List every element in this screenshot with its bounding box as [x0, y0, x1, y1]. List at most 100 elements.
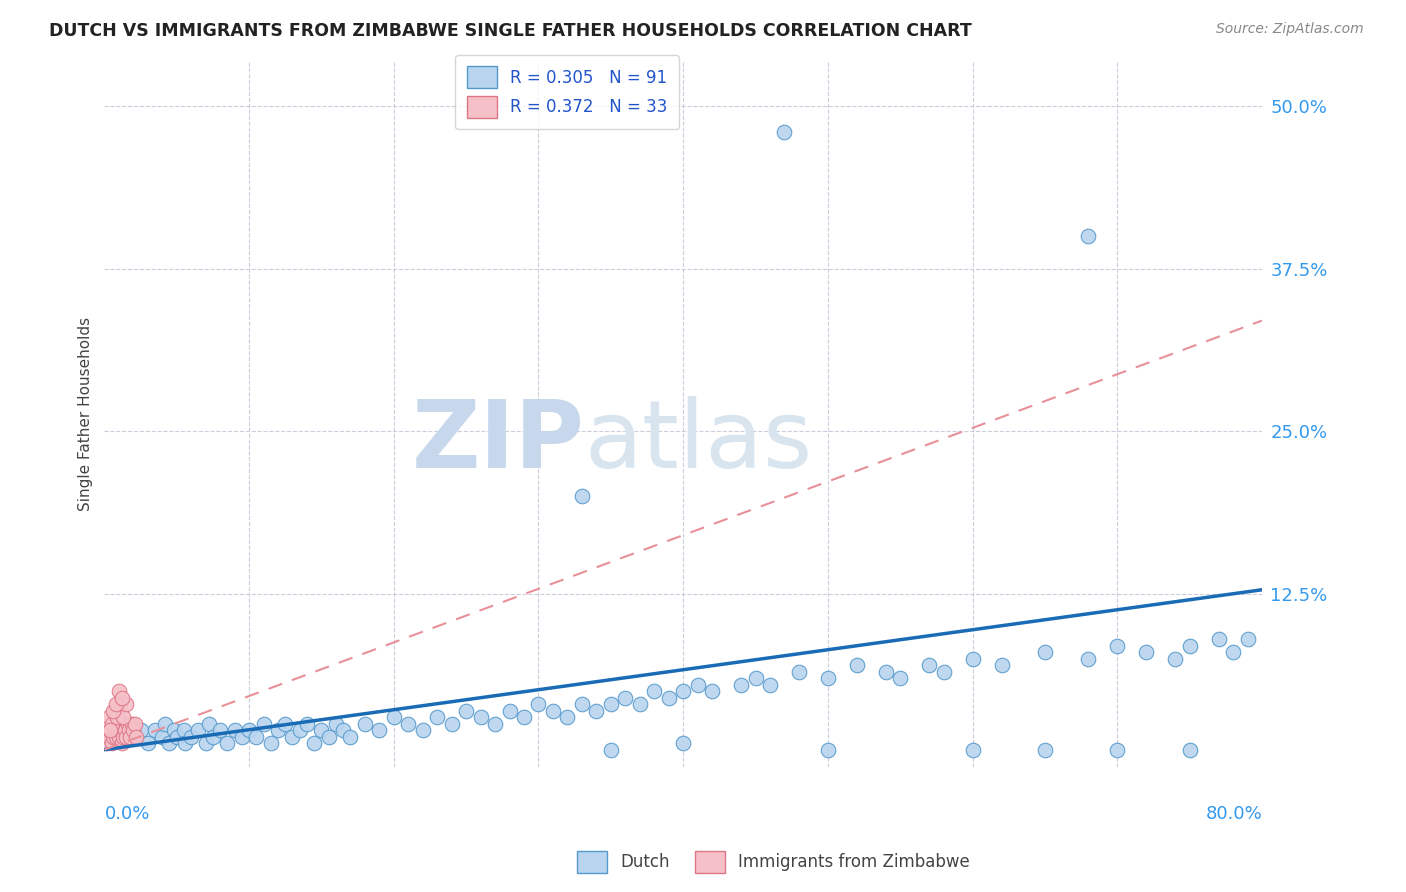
- Point: [224, 723, 246, 738]
- Legend: R = 0.305   N = 91, R = 0.372   N = 33: R = 0.305 N = 91, R = 0.372 N = 33: [456, 54, 679, 129]
- Point: [153, 716, 176, 731]
- Point: [440, 716, 463, 731]
- Point: [238, 723, 260, 738]
- Point: [209, 723, 232, 738]
- Text: atlas: atlas: [585, 396, 813, 488]
- Point: [599, 742, 621, 756]
- Point: [281, 730, 304, 744]
- Point: [163, 723, 186, 738]
- Point: [686, 678, 709, 692]
- Text: DUTCH VS IMMIGRANTS FROM ZIMBABWE SINGLE FATHER HOUSEHOLDS CORRELATION CHART: DUTCH VS IMMIGRANTS FROM ZIMBABWE SINGLE…: [49, 22, 972, 40]
- Point: [245, 730, 267, 744]
- Point: [120, 730, 142, 744]
- Point: [295, 716, 318, 731]
- Point: [267, 723, 290, 738]
- Point: [426, 710, 449, 724]
- Point: [498, 704, 520, 718]
- Point: [112, 730, 135, 744]
- Point: [875, 665, 897, 679]
- Point: [104, 730, 127, 744]
- Point: [368, 723, 391, 738]
- Point: [571, 697, 593, 711]
- Point: [111, 736, 134, 750]
- Point: [274, 716, 297, 731]
- Point: [643, 684, 665, 698]
- Point: [1107, 742, 1129, 756]
- Point: [1077, 229, 1099, 244]
- Point: [773, 125, 796, 139]
- Point: [125, 730, 148, 744]
- Point: [103, 704, 125, 718]
- Point: [166, 730, 188, 744]
- Point: [117, 716, 139, 731]
- Point: [845, 658, 868, 673]
- Point: [104, 697, 127, 711]
- Point: [396, 716, 419, 731]
- Point: [121, 716, 143, 731]
- Point: [787, 665, 810, 679]
- Point: [1178, 742, 1201, 756]
- Point: [101, 704, 124, 718]
- Point: [962, 742, 984, 756]
- Text: Source: ZipAtlas.com: Source: ZipAtlas.com: [1216, 22, 1364, 37]
- Point: [110, 697, 132, 711]
- Point: [108, 684, 131, 698]
- Point: [311, 723, 333, 738]
- Point: [197, 716, 219, 731]
- Point: [136, 736, 159, 750]
- Point: [962, 651, 984, 665]
- Point: [110, 723, 132, 738]
- Point: [98, 723, 121, 738]
- Point: [990, 658, 1012, 673]
- Point: [118, 723, 141, 738]
- Point: [339, 730, 361, 744]
- Point: [456, 704, 478, 718]
- Point: [470, 710, 492, 724]
- Text: 80.0%: 80.0%: [1205, 805, 1263, 823]
- Point: [1077, 651, 1099, 665]
- Point: [318, 730, 340, 744]
- Text: 0.0%: 0.0%: [104, 805, 150, 823]
- Point: [817, 671, 839, 685]
- Point: [100, 736, 122, 750]
- Point: [103, 723, 125, 738]
- Point: [889, 671, 911, 685]
- Point: [101, 730, 124, 744]
- Point: [201, 730, 224, 744]
- Point: [194, 736, 217, 750]
- Point: [412, 723, 434, 738]
- Point: [571, 489, 593, 503]
- Point: [672, 684, 695, 698]
- Point: [115, 697, 138, 711]
- Point: [1178, 639, 1201, 653]
- Point: [658, 690, 681, 705]
- Point: [932, 665, 955, 679]
- Point: [557, 710, 579, 724]
- Point: [1208, 632, 1230, 647]
- Point: [107, 723, 129, 738]
- Point: [541, 704, 564, 718]
- Point: [96, 736, 118, 750]
- Point: [173, 723, 195, 738]
- Point: [1033, 645, 1056, 659]
- Point: [97, 710, 120, 724]
- Point: [129, 723, 152, 738]
- Point: [98, 723, 121, 738]
- Point: [918, 658, 941, 673]
- Point: [527, 697, 550, 711]
- Point: [759, 678, 782, 692]
- Point: [111, 690, 134, 705]
- Text: ZIP: ZIP: [412, 396, 585, 488]
- Point: [1107, 639, 1129, 653]
- Point: [599, 697, 621, 711]
- Point: [1236, 632, 1258, 647]
- Point: [150, 730, 173, 744]
- Point: [513, 710, 536, 724]
- Point: [302, 736, 325, 750]
- Point: [672, 736, 695, 750]
- Point: [1164, 651, 1187, 665]
- Point: [260, 736, 283, 750]
- Point: [112, 710, 135, 724]
- Point: [628, 697, 651, 711]
- Point: [114, 723, 136, 738]
